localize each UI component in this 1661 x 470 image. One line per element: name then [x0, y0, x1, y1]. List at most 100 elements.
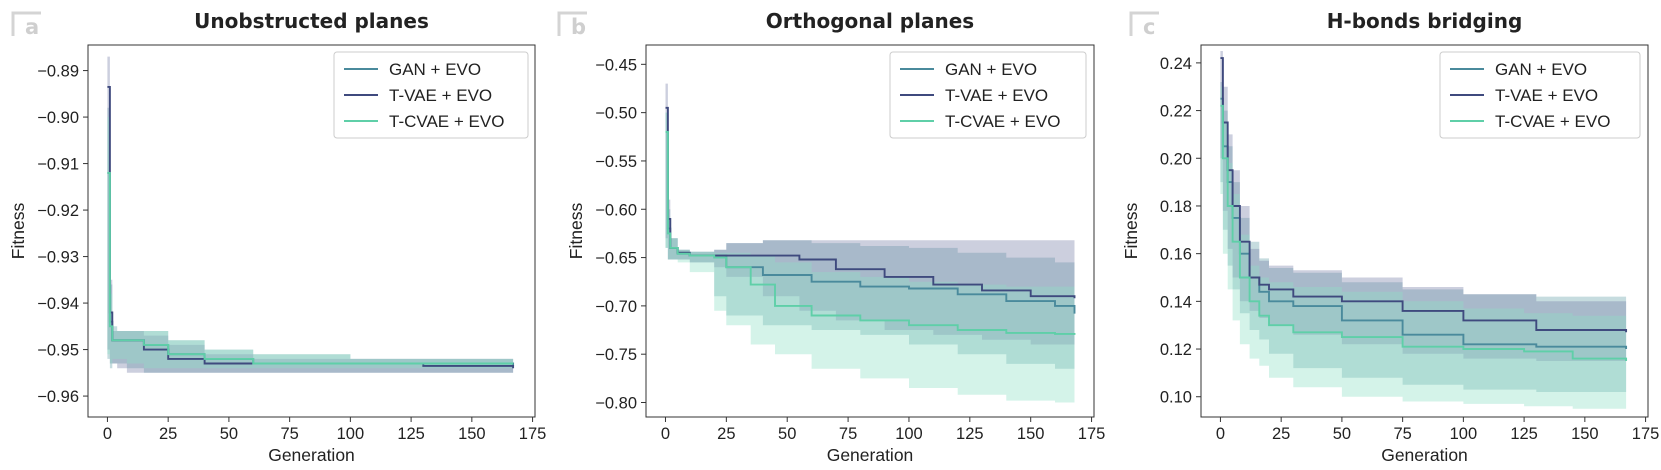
legend-entry: T-VAE + EVO	[1495, 86, 1598, 105]
axes-frame	[87, 44, 536, 418]
legend-entry: T-CVAE + EVO	[945, 112, 1060, 131]
band-t-vae-evo	[665, 83, 1075, 345]
y-tick-label: −0.90	[37, 109, 79, 127]
x-tick-label: 25	[717, 425, 735, 443]
x-tick-label: 150	[1017, 425, 1045, 443]
y-tick-label: −0.89	[37, 63, 79, 81]
panel-label: c	[1143, 15, 1155, 39]
panel-label-bracket	[557, 11, 587, 36]
x-tick-label: 125	[1510, 425, 1538, 443]
chart-title: H-bonds bridging	[1327, 9, 1523, 33]
axes-frame	[645, 44, 1095, 418]
chart-title: Unobstructed planes	[194, 9, 429, 33]
x-tick-label: 75	[1393, 425, 1411, 443]
x-tick-label: 150	[458, 425, 486, 443]
y-axis-label: Fitness	[1121, 203, 1141, 260]
y-tick-label: −0.95	[37, 342, 79, 360]
panel-label-bracket	[1129, 11, 1159, 36]
legend-entry: T-CVAE + EVO	[389, 112, 504, 131]
x-tick-label: 75	[839, 425, 857, 443]
x-tick-label: 150	[1571, 425, 1599, 443]
plot-area	[665, 83, 1076, 403]
legend: GAN + EVO T-VAE + EVO T-CVAE + EVO	[889, 51, 1087, 139]
y-tick-label: 0.18	[1160, 198, 1192, 216]
legend-box	[333, 51, 529, 139]
panel-b: b Orthogonal planes 0 25 50 75 100 125 150 175 −0.…	[557, 9, 1106, 465]
y-tick-label: −0.70	[595, 298, 637, 316]
band-gan-evo	[1220, 82, 1627, 392]
chart-title: Orthogonal planes	[766, 9, 974, 33]
x-tick-label: 0	[103, 425, 112, 443]
x-tick-label: 0	[1216, 425, 1225, 443]
y-tick-label: −0.92	[37, 202, 79, 220]
x-axis-label: Generation	[827, 445, 914, 465]
panel-c: c H-bonds bridging 0 25 50 75 100 125 150 175 0.24…	[1121, 9, 1659, 465]
legend: GAN + EVO T-VAE + EVO T-CVAE + EVO	[333, 51, 529, 139]
x-tick-label: 125	[397, 425, 425, 443]
band-t-vae-evo	[1220, 51, 1627, 361]
legend-entry: GAN + EVO	[1495, 60, 1587, 79]
y-tick-label: 0.14	[1160, 293, 1192, 311]
y-tick-label: 0.24	[1160, 55, 1192, 73]
x-tick-label: 175	[519, 425, 547, 443]
x-tick-label: 75	[280, 425, 298, 443]
series-line-t-cvae-evo	[107, 171, 514, 365]
x-tick-label: 175	[1632, 425, 1660, 443]
x-tick-label: 50	[1333, 425, 1351, 443]
legend-entry: T-CVAE + EVO	[1495, 112, 1610, 131]
legend-entry: GAN + EVO	[389, 60, 481, 79]
band-t-vae-evo	[107, 56, 514, 373]
x-tick-label: 125	[956, 425, 984, 443]
y-tick-label: −0.75	[595, 346, 637, 364]
legend-entry: T-VAE + EVO	[389, 86, 492, 105]
panel-label: a	[25, 15, 39, 39]
x-tick-label: 25	[1272, 425, 1290, 443]
legend-box	[889, 51, 1087, 139]
x-tick-label: 25	[159, 425, 177, 443]
y-tick-label: 0.12	[1160, 341, 1192, 359]
x-tick-label: 100	[337, 425, 365, 443]
series-line-gan-evo	[1220, 97, 1628, 349]
y-tick-label: −0.91	[37, 156, 79, 174]
y-tick-label: −0.93	[37, 249, 79, 267]
series-line-t-vae-evo	[1220, 57, 1628, 333]
plot-area	[107, 56, 515, 373]
legend-entry: GAN + EVO	[945, 60, 1037, 79]
band-t-cvae-evo	[107, 117, 514, 369]
series-line-t-cvae-evo	[665, 131, 1076, 335]
legend: GAN + EVO T-VAE + EVO T-CVAE + EVO	[1439, 51, 1641, 139]
panel-label-bracket	[11, 11, 41, 36]
axes-frame	[1200, 44, 1649, 418]
series-line-gan-evo	[107, 171, 515, 366]
y-tick-label: −0.65	[595, 250, 637, 268]
legend-entry: T-VAE + EVO	[945, 86, 1048, 105]
y-tick-label: −0.80	[595, 395, 637, 413]
y-tick-label: 0.22	[1160, 103, 1192, 121]
panel-label: b	[571, 15, 586, 39]
x-tick-label: 0	[661, 425, 670, 443]
band-gan-evo	[665, 112, 1075, 369]
y-axis-label: Fitness	[8, 203, 28, 260]
x-tick-label: 100	[895, 425, 923, 443]
series-line-t-cvae-evo	[1220, 104, 1628, 361]
y-tick-label: −0.55	[595, 153, 637, 171]
x-tick-label: 100	[1450, 425, 1478, 443]
x-axis-label: Generation	[1381, 445, 1468, 465]
x-tick-label: 175	[1078, 425, 1106, 443]
y-tick-label: 0.16	[1160, 246, 1192, 264]
band-gan-evo	[107, 107, 514, 373]
y-tick-label: −0.50	[595, 105, 637, 123]
band-t-cvae-evo	[1220, 86, 1627, 409]
panel-a: a Unobstructed planes 0 25 50 75 100 125 150 175 −…	[8, 9, 546, 465]
y-tick-label: −0.94	[37, 295, 79, 313]
x-tick-label: 50	[220, 425, 238, 443]
x-tick-label: 50	[778, 425, 796, 443]
y-tick-label: −0.96	[37, 388, 79, 406]
x-axis-label: Generation	[268, 445, 355, 465]
legend-box	[1439, 51, 1641, 139]
plot-area	[1220, 51, 1628, 409]
y-tick-label: −0.60	[595, 201, 637, 219]
y-axis-label: Fitness	[566, 203, 586, 260]
y-tick-label: −0.45	[595, 56, 637, 74]
